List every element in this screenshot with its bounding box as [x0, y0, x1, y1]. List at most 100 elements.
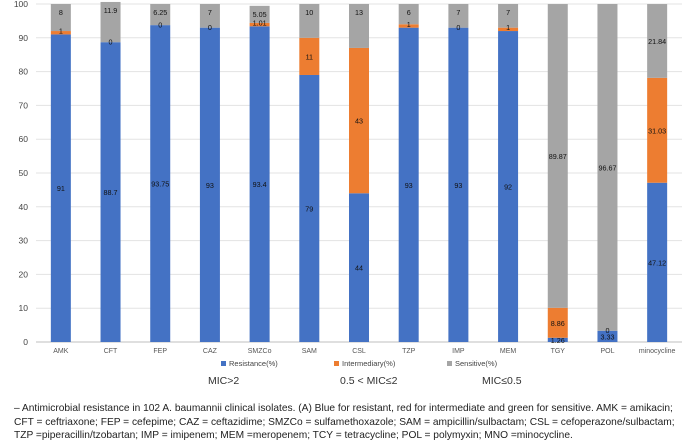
data-label-sensitive: 6.25 — [153, 8, 167, 17]
bar-intermediary — [647, 77, 668, 183]
bar-sensitive — [100, 1, 121, 43]
bar-intermediary — [398, 24, 419, 28]
bar-sensitive — [547, 4, 568, 308]
bar-stack: 88.7 0 11.9 — [100, 1, 121, 342]
y-tick-label: 90 — [19, 33, 29, 43]
data-label-sensitive: 7 — [208, 8, 212, 17]
data-label-sensitive: 21.84 — [648, 37, 666, 46]
bar-resistance — [647, 182, 668, 342]
data-label-sensitive: 7 — [506, 8, 510, 17]
bar-sensitive — [398, 4, 419, 25]
bar-intermediary — [249, 22, 270, 27]
x-tick-label: minocycline — [639, 348, 676, 355]
bar-stack: 93.4 1.015.05 — [249, 5, 270, 342]
data-label-resistance: 93 — [454, 181, 462, 190]
data-label-resistance: 93 — [206, 181, 214, 190]
data-label-sensitive: 5.05 — [253, 10, 267, 19]
bar-intermediary — [50, 31, 71, 35]
y-tick-label: 100 — [14, 0, 28, 9]
bar-sensitive — [349, 4, 369, 48]
y-tick-label: 80 — [19, 67, 29, 77]
x-tick-label: MEM — [500, 348, 517, 355]
data-label-intermediary: 8.86 — [551, 319, 565, 328]
y-tick-label: 10 — [19, 303, 29, 313]
legend-label: Resistance(%) — [229, 359, 278, 368]
x-tick-label: SAM — [302, 348, 317, 355]
bar-resistance — [249, 26, 270, 342]
bar-resistance — [349, 193, 369, 342]
x-tick-label: AMK — [53, 348, 69, 355]
data-label-sensitive: 11.9 — [104, 6, 117, 15]
data-label-intermediary: 0 — [605, 326, 609, 335]
legend-swatch — [334, 361, 339, 366]
data-label-intermediary: 0 — [208, 23, 212, 32]
data-label-resistance: 79 — [305, 204, 313, 213]
mic-annotation-low: MIC≤0.5 — [482, 375, 522, 387]
data-label-resistance: 93.75 — [151, 180, 169, 189]
data-label-intermediary: 0 — [456, 23, 460, 32]
bar-stack: 93.75 0 6.25 — [150, 4, 171, 342]
bar-sensitive — [249, 5, 270, 23]
bar-sensitive — [50, 4, 71, 32]
data-label-resistance: 47.12 — [648, 258, 666, 267]
bars: 91 1 8 88.7 0 11.9 93.75 0 6.25 93 0 7 93.4 1.015.05 7… — [50, 1, 668, 345]
y-tick-label: 30 — [19, 236, 29, 246]
bar-resistance — [398, 27, 419, 342]
x-tick-label: TGY — [551, 348, 566, 355]
legend: Resistance(%) Intermediary(%) Sensitive(%) — [221, 359, 498, 368]
data-label-resistance: 93.4 — [253, 180, 267, 189]
bar-sensitive — [597, 4, 618, 331]
x-tick-label: POL — [600, 348, 614, 355]
bar-stack: 47.12 31.03 21.84 — [647, 4, 668, 342]
data-label-sensitive: 89.87 — [549, 152, 567, 161]
bar-intermediary — [349, 47, 369, 194]
data-label-intermediary: 11 — [306, 52, 313, 61]
bar-sensitive — [498, 4, 519, 28]
mic-annotation-mid: 0.5 < MIC≤2 — [340, 375, 398, 387]
data-label-resistance: 1.26 — [551, 336, 565, 345]
y-tick-label: 40 — [19, 202, 29, 212]
bar-intermediary — [498, 27, 519, 32]
legend-item: Intermediary(%) — [334, 359, 396, 368]
data-label-intermediary: 0 — [109, 38, 113, 47]
x-tick-label: TZP — [402, 348, 416, 355]
y-tick-label: 50 — [19, 168, 29, 178]
data-label-intermediary: 1 — [506, 23, 510, 32]
bar-resistance — [448, 27, 469, 342]
data-label-resistance: 92 — [504, 183, 512, 192]
bar-resistance — [50, 34, 71, 343]
y-tick-label: 60 — [19, 134, 29, 144]
data-label-resistance: 88.7 — [104, 188, 118, 197]
bar-stack: 93 0 7 — [199, 4, 220, 342]
bar-stack: 79 11 10 — [299, 4, 320, 342]
bar-resistance — [100, 42, 121, 342]
bar-resistance — [150, 25, 171, 342]
data-label-sensitive: 13 — [355, 8, 363, 17]
x-tick-label: CSL — [352, 348, 366, 355]
data-label-sensitive: 6 — [407, 8, 411, 17]
y-axis: 0 10 20 30 40 50 60 70 80 90 100 — [14, 0, 28, 347]
bar-intermediary — [299, 37, 320, 75]
bar-stack: 1.26 8.86 89.87 — [547, 4, 568, 345]
bar-intermediary — [547, 307, 568, 338]
bar-stack: 91 1 8 — [50, 4, 71, 343]
bar-sensitive — [299, 4, 320, 38]
data-label-resistance: 93 — [405, 181, 413, 190]
figure-caption: – Antimicrobial resistance in 102 A. bau… — [14, 403, 675, 441]
data-label-sensitive: 7 — [456, 8, 460, 17]
legend-swatch — [447, 361, 452, 366]
bar-stack: 93 1 6 — [398, 4, 419, 342]
bar-resistance — [547, 337, 568, 342]
legend-item: Resistance(%) — [221, 359, 278, 368]
bar-resistance — [597, 330, 618, 342]
bar-stack: 92 1 7 — [498, 4, 519, 342]
bar-stack: 3.330 96.67 — [597, 4, 618, 342]
bar-sensitive — [647, 4, 668, 78]
y-tick-label: 20 — [19, 269, 29, 279]
bar-resistance — [299, 74, 320, 342]
x-tick-label: SMZCo — [248, 348, 272, 355]
data-label-intermediary: 1.01 — [253, 18, 267, 27]
y-tick-label: 70 — [19, 100, 29, 110]
x-tick-label: CAZ — [203, 348, 218, 355]
